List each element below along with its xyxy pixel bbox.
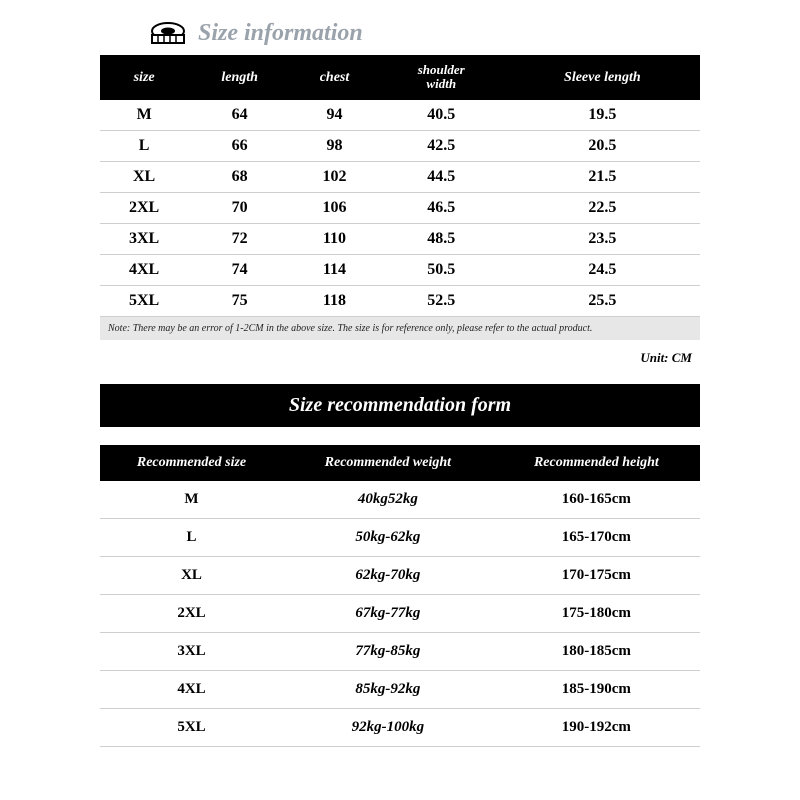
col-shoulder-width: shoulderwidth	[378, 55, 505, 100]
table-header-row: Recommended size Recommended weight Reco…	[100, 445, 700, 481]
table-cell: 4XL	[100, 254, 188, 285]
recommendation-banner: Size recommendation form	[100, 384, 700, 427]
table-row: 3XL7211048.523.5	[100, 223, 700, 254]
table-cell: 48.5	[378, 223, 505, 254]
table-row: 2XL7010646.522.5	[100, 192, 700, 223]
table-row: L669842.520.5	[100, 130, 700, 161]
table-cell: M	[100, 481, 283, 519]
table-cell: 22.5	[505, 192, 700, 223]
table-cell: 24.5	[505, 254, 700, 285]
table-cell: 175-180cm	[493, 594, 700, 632]
tape-measure-icon	[150, 21, 186, 47]
table-cell: 180-185cm	[493, 632, 700, 670]
table-cell: 2XL	[100, 594, 283, 632]
table-cell: 118	[291, 285, 378, 316]
table-row: 5XL7511852.525.5	[100, 285, 700, 316]
table-cell: 25.5	[505, 285, 700, 316]
table-cell: 52.5	[378, 285, 505, 316]
col-rec-size: Recommended size	[100, 445, 283, 481]
table-row: 4XL85kg-92kg185-190cm	[100, 670, 700, 708]
table-cell: 64	[188, 100, 291, 131]
table-cell: 5XL	[100, 285, 188, 316]
size-information-table: size length chest shoulderwidth Sleeve l…	[100, 55, 700, 317]
table-header-row: size length chest shoulderwidth Sleeve l…	[100, 55, 700, 100]
table-cell: L	[100, 518, 283, 556]
table-row: 3XL77kg-85kg180-185cm	[100, 632, 700, 670]
table-cell: 98	[291, 130, 378, 161]
col-sleeve-length: Sleeve length	[505, 55, 700, 100]
table-cell: 44.5	[378, 161, 505, 192]
table-row: 5XL92kg-100kg190-192cm	[100, 708, 700, 746]
table-row: 4XL7411450.524.5	[100, 254, 700, 285]
page-title: Size information	[198, 20, 363, 47]
col-length: length	[188, 55, 291, 100]
table-cell: M	[100, 100, 188, 131]
table-cell: 21.5	[505, 161, 700, 192]
table-cell: 77kg-85kg	[283, 632, 493, 670]
table-cell: 92kg-100kg	[283, 708, 493, 746]
table-cell: 185-190cm	[493, 670, 700, 708]
table-cell: 19.5	[505, 100, 700, 131]
table-cell: 5XL	[100, 708, 283, 746]
table-cell: 94	[291, 100, 378, 131]
table-row: M40kg52kg160-165cm	[100, 481, 700, 519]
unit-label: Unit: CM	[100, 340, 700, 366]
table-cell: 170-175cm	[493, 556, 700, 594]
table-cell: 110	[291, 223, 378, 254]
table-cell: 114	[291, 254, 378, 285]
table-cell: 4XL	[100, 670, 283, 708]
table-cell: 67kg-77kg	[283, 594, 493, 632]
table-row: L50kg-62kg165-170cm	[100, 518, 700, 556]
table-cell: 75	[188, 285, 291, 316]
table-cell: 50.5	[378, 254, 505, 285]
table-cell: 68	[188, 161, 291, 192]
table-cell: 42.5	[378, 130, 505, 161]
table-cell: 3XL	[100, 223, 188, 254]
table-cell: 102	[291, 161, 378, 192]
size-recommendation-table: Recommended size Recommended weight Reco…	[100, 445, 700, 747]
table-cell: 2XL	[100, 192, 188, 223]
table-cell: 106	[291, 192, 378, 223]
table-cell: 85kg-92kg	[283, 670, 493, 708]
table-cell: 190-192cm	[493, 708, 700, 746]
table-cell: XL	[100, 556, 283, 594]
title-row: Size information	[100, 20, 700, 47]
table-row: M649440.519.5	[100, 100, 700, 131]
table-row: XL6810244.521.5	[100, 161, 700, 192]
table-cell: 20.5	[505, 130, 700, 161]
table-row: XL62kg-70kg170-175cm	[100, 556, 700, 594]
col-chest: chest	[291, 55, 378, 100]
table-cell: 74	[188, 254, 291, 285]
table-cell: 66	[188, 130, 291, 161]
table-cell: 3XL	[100, 632, 283, 670]
table-row: 2XL67kg-77kg175-180cm	[100, 594, 700, 632]
table-cell: 40kg52kg	[283, 481, 493, 519]
table-cell: 62kg-70kg	[283, 556, 493, 594]
table-cell: L	[100, 130, 188, 161]
col-rec-height: Recommended height	[493, 445, 700, 481]
size-chart-document: Size information size length chest shoul…	[0, 0, 800, 747]
table-cell: 40.5	[378, 100, 505, 131]
table-cell: 46.5	[378, 192, 505, 223]
table-cell: 165-170cm	[493, 518, 700, 556]
table-cell: 23.5	[505, 223, 700, 254]
table-cell: 70	[188, 192, 291, 223]
col-rec-weight: Recommended weight	[283, 445, 493, 481]
table-cell: 72	[188, 223, 291, 254]
size-note: Note: There may be an error of 1-2CM in …	[100, 317, 700, 340]
table-cell: 50kg-62kg	[283, 518, 493, 556]
table-cell: XL	[100, 161, 188, 192]
col-size: size	[100, 55, 188, 100]
table-cell: 160-165cm	[493, 481, 700, 519]
